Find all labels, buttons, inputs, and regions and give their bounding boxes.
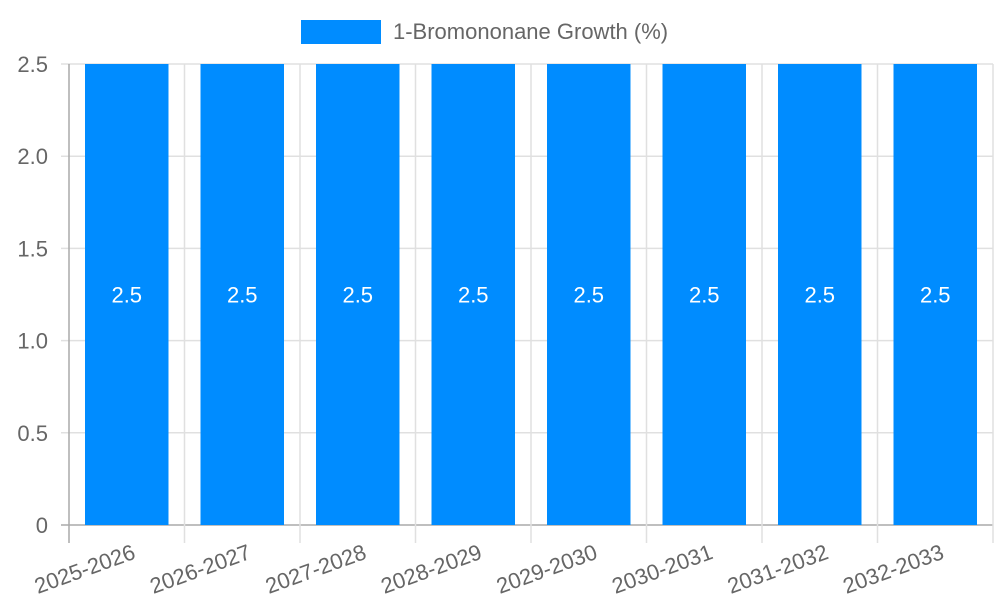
legend-label: 1-Bromononane Growth (%) (393, 19, 668, 44)
x-axis-ticks: 2025-2026 2026-2027 2027-2028 2028-2029 2029… (31, 539, 947, 598)
bar[interactable] (431, 64, 516, 525)
y-tick-label: 0 (36, 513, 48, 538)
x-tick-label: 2031-2032 (724, 539, 831, 598)
y-axis-ticks: 0 0.5 1.0 1.5 2.0 2.5 (17, 52, 48, 538)
bar-value-label: 2.5 (111, 283, 142, 308)
x-tick-label: 2025-2026 (31, 539, 138, 598)
y-tick-label: 1.5 (17, 236, 48, 261)
legend-swatch (301, 20, 381, 44)
bar-value-label: 2.5 (227, 283, 258, 308)
y-tick-label: 1.0 (17, 329, 48, 354)
x-tick-label: 2030-2031 (609, 539, 716, 598)
bar-value-label: 2.5 (689, 283, 720, 308)
bar[interactable] (547, 64, 631, 525)
x-tick-label: 2032-2033 (840, 539, 947, 598)
y-tick-label: 2.0 (17, 144, 48, 169)
bar[interactable] (85, 64, 169, 525)
x-tick-label: 2026-2027 (147, 539, 254, 598)
y-tick-label: 0.5 (17, 421, 48, 446)
x-tick-label: 2028-2029 (378, 539, 485, 598)
bar[interactable] (316, 64, 400, 525)
bar[interactable] (662, 64, 747, 525)
bar-value-label: 2.5 (458, 283, 489, 308)
bar[interactable] (778, 64, 862, 525)
legend[interactable]: 1-Bromononane Growth (%) (301, 19, 668, 44)
bars: 2.5 2.5 2.5 2.5 2.5 2.5 2.5 2.5 (85, 64, 977, 525)
bar[interactable] (200, 64, 285, 525)
x-tick-label: 2027-2028 (262, 539, 369, 598)
bar-value-label: 2.5 (804, 283, 835, 308)
bar-value-label: 2.5 (920, 283, 951, 308)
x-tick-label: 2029-2030 (493, 539, 600, 598)
bar-value-label: 2.5 (342, 283, 373, 308)
bar-value-label: 2.5 (573, 283, 604, 308)
bar[interactable] (893, 64, 978, 525)
y-tick-label: 2.5 (17, 52, 48, 77)
